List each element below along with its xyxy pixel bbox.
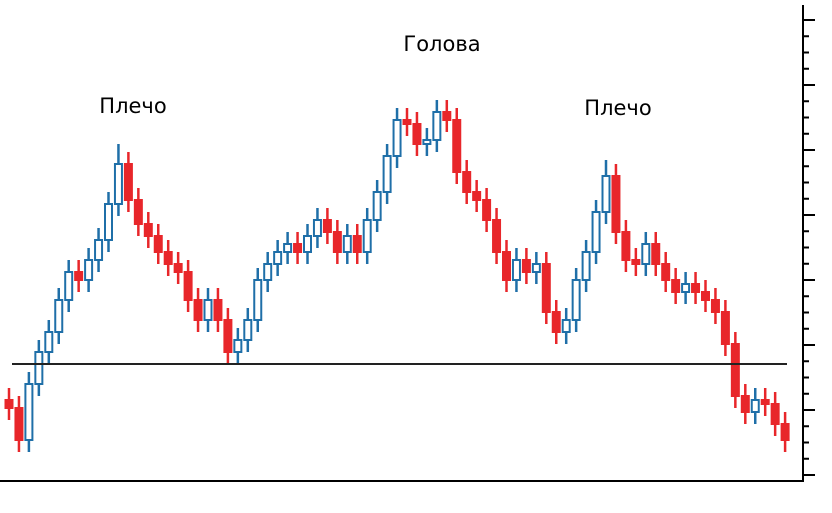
candle-body — [133, 199, 143, 225]
candle-body — [691, 283, 701, 293]
candle-body — [223, 319, 233, 353]
candle-body — [312, 219, 322, 237]
candle-body — [661, 263, 671, 281]
annotation: Голова — [403, 32, 480, 56]
candle-body — [332, 231, 342, 253]
candle-body — [392, 119, 402, 157]
candle-body — [233, 339, 243, 353]
candle-body — [173, 263, 183, 273]
candle-body — [621, 231, 631, 261]
candle-body — [34, 351, 44, 385]
candle-body — [452, 119, 462, 173]
candle-body — [322, 219, 332, 233]
candle-body — [681, 283, 691, 293]
candle-body — [760, 399, 770, 405]
candle-body — [293, 243, 303, 253]
candle-body — [143, 223, 153, 237]
candle-body — [54, 299, 64, 333]
annotation: Плечо — [584, 96, 651, 120]
candle-body — [203, 299, 213, 321]
candle-body — [730, 343, 740, 397]
candle-body — [74, 271, 84, 281]
candle-body — [213, 299, 223, 321]
candle-body — [710, 299, 720, 313]
candle-body — [531, 263, 541, 273]
candle-body — [561, 319, 571, 333]
candle-body — [750, 399, 760, 413]
candle-body — [44, 331, 54, 353]
candle-body — [273, 251, 283, 265]
candle-body — [412, 123, 422, 145]
candle-body — [581, 251, 591, 281]
candle-body — [701, 291, 710, 301]
candle-body — [521, 259, 531, 273]
candle-body — [402, 119, 412, 125]
candle-body — [64, 271, 74, 301]
candle-body — [372, 191, 382, 221]
candle-body — [770, 403, 780, 425]
candle-body — [611, 175, 621, 233]
candle-body — [243, 319, 253, 341]
candle-body — [84, 259, 94, 281]
candle-body — [442, 111, 452, 121]
candle-body — [183, 271, 193, 301]
candle-body — [362, 219, 372, 253]
candle-body — [352, 235, 362, 253]
candle-body — [740, 395, 750, 413]
candle-body — [462, 171, 472, 193]
candle-body — [631, 259, 641, 265]
candle-body — [720, 311, 730, 345]
candle-body — [283, 243, 293, 253]
candle-body — [482, 199, 492, 221]
candle-body — [14, 407, 24, 441]
candle-body — [94, 239, 104, 261]
candle-body — [24, 383, 34, 441]
candle-body — [104, 203, 113, 241]
candle-body — [511, 259, 521, 281]
candle-body — [641, 243, 651, 265]
candle-body — [303, 235, 312, 253]
candle-body — [492, 219, 502, 253]
candle-body — [780, 423, 790, 441]
candle-body — [472, 191, 482, 201]
candle-body — [4, 399, 14, 409]
candle-body — [342, 235, 352, 253]
candle-body — [382, 155, 392, 193]
candle-body — [253, 279, 263, 321]
candle-body — [153, 235, 163, 253]
candle-body — [541, 263, 551, 313]
annotation: Плечо — [99, 94, 166, 118]
candle-body — [551, 311, 561, 333]
candle-body — [263, 263, 273, 281]
candle-body — [651, 243, 661, 265]
candle-body — [422, 139, 432, 145]
candle-body — [671, 279, 681, 293]
candle-body — [163, 251, 173, 265]
candle-body — [591, 211, 601, 253]
candle-body — [502, 251, 511, 281]
candle-body — [193, 299, 203, 321]
candle-body — [123, 163, 133, 201]
candle-body — [601, 175, 611, 213]
candle-body — [432, 111, 442, 141]
y-axis-ticks — [803, 19, 815, 476]
candle-body — [113, 163, 123, 205]
candle-body — [571, 279, 581, 321]
